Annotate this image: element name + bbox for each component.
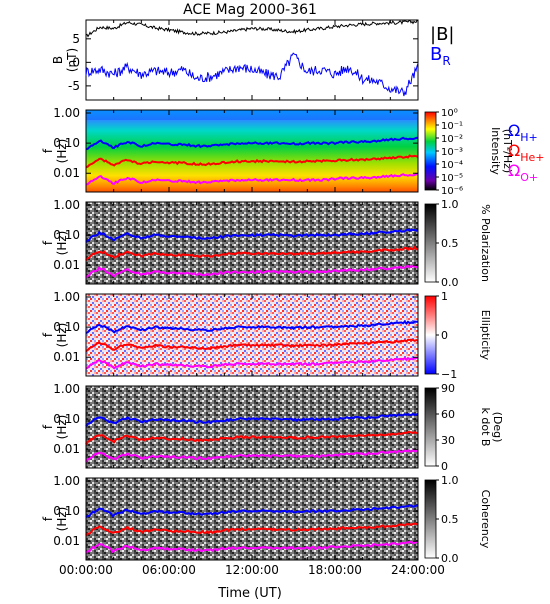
colorbar [424, 479, 437, 559]
colorbar [424, 111, 437, 191]
legend-gyro-subscript: H+ [520, 131, 538, 144]
gyro-line-he-plus [85, 245, 419, 261]
gyro-line-he-plus [85, 430, 419, 445]
colorbar-label-text: Intensity [489, 127, 502, 175]
y-tick-label: 0.10 [53, 228, 80, 242]
y-tick-label: 0 [72, 55, 80, 69]
colorbar-tick-label: −1 [441, 368, 457, 381]
chart-title: ACE Mag 2000-361 [183, 2, 317, 18]
gyro-line-o-plus [85, 449, 419, 463]
gyro-line-h-plus [85, 136, 419, 151]
b-axis-label: B [51, 56, 65, 64]
gyro-line-h-plus [85, 412, 419, 427]
gyro-line-he-plus [85, 154, 419, 169]
colorbar-tick-label: 60 [441, 408, 455, 421]
x-tick-label: 18:00:00 [308, 563, 362, 577]
colorbar-label: k dot B(Deg) [479, 408, 504, 447]
colorbar [424, 203, 437, 283]
x-tick-label: 00:00:00 [59, 563, 113, 577]
y-tick-label: 1.00 [53, 290, 80, 304]
x-tick-label: 12:00:00 [225, 563, 279, 577]
legend-b-r-subscript: R [442, 54, 450, 68]
legend-gyro-subscript: He+ [520, 151, 544, 164]
x-tick-label: 06:00:00 [142, 563, 196, 577]
y-tick-label: 0.10 [53, 136, 80, 150]
colorbar-tick-label: 90 [441, 382, 455, 395]
colorbar-tick-label: 1.0 [441, 474, 459, 487]
colorbar-tick-label: 0.5 [441, 513, 459, 526]
colorbar-tick-label: 1 [441, 290, 448, 303]
f-axis-label: f [41, 516, 55, 521]
f-axis-label: f [41, 332, 55, 337]
legend-b-r: BR [430, 44, 451, 68]
colorbar-unit-text: (Deg) [491, 412, 504, 443]
y-tick-label: 1.00 [53, 474, 80, 488]
colorbar-tick-label: 10⁻⁴ [441, 160, 463, 171]
y-tick-label: 1.00 [53, 106, 80, 120]
colorbar-unit-text: (nT²/Hz) [501, 129, 514, 173]
colorbar [424, 387, 437, 467]
y-tick-label: 0.01 [53, 350, 80, 364]
gyro-line-o-plus [85, 356, 419, 370]
f-unit-label: (Hz) [55, 507, 69, 532]
legend-gyro-2: ΩO+ [508, 161, 538, 184]
f-unit-label: (Hz) [55, 231, 69, 256]
colorbar-tick-label: 10⁻¹ [441, 121, 463, 132]
legend-gyro-subscript: O+ [520, 171, 538, 184]
x-tick-label: 24:00:00 [391, 563, 445, 577]
f-unit-label: (Hz) [55, 415, 69, 440]
legend-b-magnitude: |B| [430, 24, 454, 45]
colorbar-label: Coherency [479, 490, 492, 549]
colorbar-label-text: k dot B [479, 408, 492, 447]
series-line-b-magnitude [85, 19, 419, 38]
gyro-line-o-plus [85, 264, 419, 279]
colorbar-tick-label: 0.0 [441, 552, 459, 565]
y-tick-label: 1.00 [53, 198, 80, 212]
colorbar-tick-label: 0.0 [441, 276, 459, 289]
y-tick-label: 0.01 [53, 534, 80, 548]
y-tick-label: 0.10 [53, 320, 80, 334]
colorbar [424, 295, 437, 375]
f-unit-label: (Hz) [55, 323, 69, 348]
colorbar-label: % Polarization [479, 204, 492, 282]
y-tick-label: 1.00 [53, 382, 80, 396]
colorbar-tick-label: 10⁻⁶ [441, 186, 463, 197]
colorbar-tick-label: 10⁻⁵ [441, 173, 463, 184]
gyro-line-h-plus [85, 228, 419, 243]
y-tick-label: 0.01 [53, 166, 80, 180]
y-tick-label: 0.01 [53, 442, 80, 456]
series-line-b-r [85, 52, 419, 97]
y-tick-label: 5 [72, 32, 80, 46]
gyro-line-he-plus [85, 522, 419, 537]
f-axis-label: f [41, 424, 55, 429]
b-panel-frame [85, 19, 419, 101]
colorbar-label: Ellipticity [479, 310, 492, 361]
colorbar-tick-label: 1.0 [441, 198, 459, 211]
y-tick-label: 0.10 [53, 504, 80, 518]
colorbar-tick-label: 0 [441, 329, 448, 342]
f-axis-label: f [41, 148, 55, 153]
y-tick-label: 0.01 [53, 258, 80, 272]
y-tick-label: 0.10 [53, 412, 80, 426]
colorbar-tick-label: 30 [441, 434, 455, 447]
gyro-line-h-plus [85, 320, 419, 335]
gyro-line-o-plus [85, 540, 419, 554]
colorbar-tick-label: 10⁰ [441, 108, 458, 119]
y-tick-label: -5 [68, 79, 80, 93]
gyro-line-he-plus [85, 338, 419, 353]
f-unit-label: (Hz) [55, 139, 69, 164]
colorbar-tick-label: 10⁻² [441, 134, 463, 145]
colorbar-tick-label: 0 [441, 460, 448, 473]
gyro-line-o-plus [85, 173, 419, 186]
f-axis-label: f [41, 240, 55, 245]
colorbar-tick-label: 10⁻³ [441, 147, 463, 158]
b-unit-label: (nT) [65, 48, 79, 72]
x-axis-label: Time (UT) [217, 586, 282, 600]
colorbar-tick-label: 0.5 [441, 237, 459, 250]
colorbar-label: Intensity(nT²/Hz) [489, 127, 514, 175]
gyro-line-h-plus [85, 504, 419, 518]
